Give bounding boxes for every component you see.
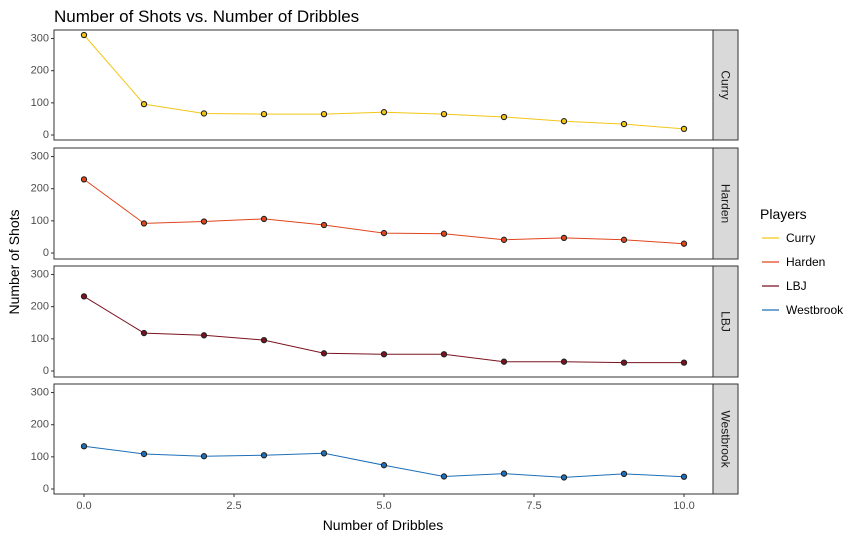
legend: Players Curry Harden LBJ Westbrook	[760, 206, 844, 317]
point-westbrook-3	[260, 452, 268, 459]
panel-curry: Curry 0 100 200 300	[31, 29, 739, 141]
point-curry-1	[140, 100, 148, 108]
y-tick-label-harden-0: 0	[43, 247, 49, 259]
point-curry-2	[200, 110, 208, 117]
y-tick-label-lbj-200: 200	[31, 301, 49, 313]
point-curry-6	[440, 110, 448, 118]
panel-frame-westbrook	[53, 383, 714, 495]
panel-frame-lbj	[53, 265, 714, 378]
point-harden-7	[500, 236, 508, 243]
panels-layer: Curry 0 100 200 300 Harden 0 100 200 300 LBJ 0 100 20…	[31, 29, 739, 495]
x-tick-label-0-0: 0.0	[76, 500, 91, 512]
y-axis-title: Number of Shots	[6, 209, 22, 314]
panel-harden: Harden 0 100 200 300	[31, 147, 739, 260]
point-curry-7	[500, 113, 508, 121]
point-lbj-9	[620, 359, 628, 366]
y-tick-label-curry-300: 300	[31, 33, 49, 45]
strip-harden	[712, 147, 739, 260]
point-harden-4	[320, 221, 328, 229]
point-lbj-0	[80, 293, 88, 300]
y-tick-label-curry-100: 100	[31, 97, 49, 109]
panel-frame-harden	[53, 147, 714, 260]
legend-label-lbj: LBJ	[786, 279, 807, 293]
point-lbj-1	[140, 329, 148, 337]
y-tick-label-harden-200: 200	[31, 183, 49, 195]
legend-label-westbrook: Westbrook	[786, 303, 844, 317]
legend-label-harden: Harden	[786, 255, 825, 269]
y-tick-label-harden-300: 300	[31, 151, 49, 163]
point-harden-8	[560, 234, 568, 242]
point-harden-1	[140, 220, 148, 227]
x-tick-label-5-0: 5.0	[376, 500, 391, 512]
point-westbrook-10	[680, 473, 688, 480]
x-tick-label-10-0: 10.0	[673, 500, 694, 512]
point-curry-9	[620, 120, 628, 128]
point-curry-3	[260, 110, 268, 118]
y-tick-label-westbrook-0: 0	[43, 483, 49, 495]
point-lbj-2	[200, 332, 208, 339]
point-lbj-10	[680, 359, 688, 366]
point-lbj-4	[320, 350, 328, 357]
point-westbrook-8	[560, 474, 568, 481]
point-lbj-7	[500, 358, 508, 365]
y-tick-label-curry-200: 200	[31, 65, 49, 77]
point-curry-5	[380, 109, 388, 116]
chart-title: Number of Shots vs. Number of Dribbles	[54, 7, 359, 26]
strip-lbj	[712, 265, 739, 378]
strip-westbrook	[712, 383, 739, 495]
strip-curry	[712, 29, 739, 141]
point-curry-8	[560, 118, 568, 125]
point-harden-6	[440, 230, 448, 237]
y-tick-label-harden-100: 100	[31, 215, 49, 227]
point-westbrook-0	[80, 443, 88, 450]
strip-label-lbj: LBJ	[719, 311, 733, 332]
y-tick-label-lbj-300: 300	[31, 269, 49, 281]
point-harden-10	[680, 240, 688, 247]
panel-westbrook: Westbrook 0 100 200 300	[31, 383, 739, 495]
point-lbj-6	[440, 351, 448, 358]
point-westbrook-6	[440, 473, 448, 480]
y-tick-label-westbrook-200: 200	[31, 419, 49, 431]
point-lbj-5	[380, 351, 388, 358]
y-tick-label-curry-0: 0	[43, 129, 49, 141]
point-harden-0	[80, 176, 88, 183]
point-curry-0	[80, 31, 88, 39]
x-axis: 0.0 2.5 5.0 7.5 10.0	[76, 494, 695, 512]
strip-label-curry: Curry	[719, 70, 733, 99]
point-westbrook-4	[320, 450, 328, 457]
legend-label-curry: Curry	[786, 231, 815, 245]
point-westbrook-5	[380, 462, 388, 469]
legend-title: Players	[760, 206, 807, 222]
x-tick-label-2-5: 2.5	[226, 500, 241, 512]
x-axis-title: Number of Dribbles	[323, 517, 444, 533]
strip-label-westbrook: Westbrook	[719, 410, 733, 468]
point-lbj-3	[260, 336, 268, 344]
strip-label-harden: Harden	[719, 184, 733, 223]
panel-frame-curry	[53, 29, 714, 141]
point-lbj-8	[560, 358, 568, 365]
point-curry-10	[680, 125, 688, 133]
point-harden-2	[200, 218, 208, 225]
y-tick-label-westbrook-100: 100	[31, 451, 49, 463]
point-westbrook-2	[200, 453, 208, 460]
panel-lbj: LBJ 0 100 200 300	[31, 265, 739, 378]
y-tick-label-lbj-100: 100	[31, 333, 49, 345]
y-tick-label-lbj-0: 0	[43, 365, 49, 377]
point-harden-3	[260, 215, 268, 223]
point-westbrook-1	[140, 450, 148, 458]
x-tick-label-7-5: 7.5	[526, 500, 541, 512]
y-tick-label-westbrook-300: 300	[31, 387, 49, 399]
titles-layer: Number of Shots vs. Number of Dribbles N…	[6, 7, 443, 533]
point-curry-4	[320, 110, 328, 118]
point-harden-5	[380, 229, 388, 237]
point-westbrook-7	[500, 470, 508, 477]
point-harden-9	[620, 236, 628, 243]
point-westbrook-9	[620, 470, 628, 478]
